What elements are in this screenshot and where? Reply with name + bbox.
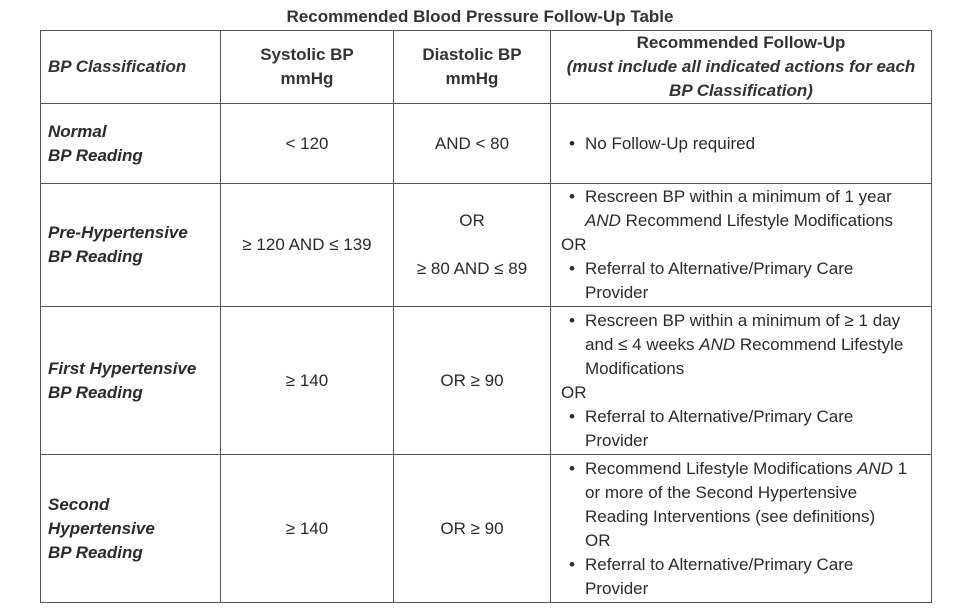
- header-systolic: Systolic BP mmHg: [220, 30, 394, 104]
- bullet-text: No Follow-Up required: [585, 133, 756, 153]
- and-emphasis: AND: [857, 458, 894, 478]
- bullet-text: Reading Interventions (see definitions): [585, 506, 876, 526]
- header-followup-line3: BP Classification): [669, 81, 813, 100]
- diastolic-cell: AND < 80: [393, 103, 551, 184]
- bullet-item: • Rescreen BP within a minimum of 1 year…: [559, 185, 927, 233]
- classification-cell: Pre-Hypertensive BP Reading: [40, 183, 221, 307]
- or-separator: OR: [561, 235, 587, 254]
- bullet-text: and ≤ 4 weeks: [585, 334, 700, 354]
- bullet-text: Referral to Alternative/Primary Care: [585, 406, 854, 426]
- table-row: Second Hypertensive BP Reading ≥ 140 OR …: [40, 454, 932, 603]
- classification-line: BP Reading: [48, 542, 143, 562]
- diastolic-cell: OR ≥ 80 AND ≤ 89: [393, 183, 551, 307]
- bullet-text: or more of the Second Hypertensive: [585, 482, 858, 502]
- bullet-item: • Referral to Alternative/Primary Care P…: [559, 257, 927, 305]
- bullet-text: 1: [893, 458, 908, 478]
- header-diastolic: Diastolic BP mmHg: [393, 30, 551, 104]
- bullet-item: • Referral to Alternative/Primary Care P…: [559, 405, 927, 453]
- table-row: Pre-Hypertensive BP Reading ≥ 120 AND ≤ …: [40, 183, 932, 307]
- classification-line: Second: [48, 494, 110, 514]
- classification-line: BP Reading: [48, 247, 143, 266]
- or-separator: OR: [561, 382, 587, 402]
- classification-line: Normal: [48, 121, 107, 141]
- table-row: First Hypertensive BP Reading ≥ 140 OR ≥…: [40, 306, 932, 455]
- classification-line: Pre-Hypertensive: [48, 223, 188, 242]
- or-separator: OR: [585, 530, 611, 550]
- bullet-icon: •: [569, 310, 575, 330]
- followup-cell: • Recommend Lifestyle Modifications AND …: [550, 454, 932, 603]
- diastolic-cell: OR ≥ 90: [393, 306, 551, 455]
- header-row: BP Classification Systolic BP mmHg Diast…: [40, 30, 932, 104]
- bullet-icon: •: [569, 259, 575, 278]
- header-followup: Recommended Follow-Up (must include all …: [550, 30, 932, 104]
- bullet-text: Rescreen BP within a minimum of ≥ 1 day: [585, 310, 901, 330]
- and-emphasis: AND: [585, 211, 621, 230]
- header-diastolic-line2: mmHg: [445, 69, 499, 88]
- header-followup-line1: Recommended Follow-Up: [636, 33, 846, 52]
- bullet-text: Modifications: [585, 358, 685, 378]
- header-systolic-line2: mmHg: [280, 69, 334, 88]
- table-title: Recommended Blood Pressure Follow-Up Tab…: [286, 7, 674, 26]
- classification-line: BP Reading: [48, 145, 143, 165]
- classification-cell: First Hypertensive BP Reading: [40, 306, 221, 455]
- bullet-item: • No Follow-Up required: [559, 132, 927, 156]
- bp-followup-table: BP Classification Systolic BP mmHg Diast…: [40, 30, 932, 603]
- diastolic-cell: OR ≥ 90: [393, 454, 551, 603]
- bullet-icon: •: [569, 554, 575, 574]
- header-followup-line2: (must include all indicated actions for …: [566, 57, 916, 76]
- bullet-item: • Referral to Alternative/Primary Care P…: [559, 553, 927, 601]
- bullet-text: Provider: [585, 578, 649, 598]
- systolic-cell: ≥ 140: [220, 306, 394, 455]
- systolic-cell: ≥ 120 AND ≤ 139: [220, 183, 394, 307]
- systolic-cell: < 120: [220, 103, 394, 184]
- header-classification: BP Classification: [40, 30, 221, 104]
- bullet-text: Recommend Lifestyle Modifications: [620, 211, 894, 230]
- followup-cell: • No Follow-Up required: [550, 103, 932, 184]
- classification-cell: Second Hypertensive BP Reading: [40, 454, 221, 603]
- systolic-cell: ≥ 140: [220, 454, 394, 603]
- classification-cell: Normal BP Reading: [40, 103, 221, 184]
- followup-cell: • Rescreen BP within a minimum of ≥ 1 da…: [550, 306, 932, 455]
- bullet-icon: •: [569, 406, 575, 426]
- bullet-icon: •: [569, 458, 575, 478]
- bullet-text: Recommend Lifestyle: [735, 334, 904, 354]
- bullet-text: Referral to Alternative/Primary Care: [585, 259, 854, 278]
- bullet-text: Rescreen BP within a minimum of 1 year: [585, 187, 892, 206]
- bullet-text: Provider: [585, 430, 649, 450]
- bullet-text: Recommend Lifestyle Modifications: [585, 458, 858, 478]
- and-emphasis: AND: [699, 334, 736, 354]
- table-row: Normal BP Reading < 120 AND < 80 • No Fo…: [40, 103, 932, 184]
- classification-line: BP Reading: [48, 382, 143, 402]
- bullet-icon: •: [569, 133, 575, 153]
- header-systolic-line1: Systolic BP: [260, 45, 354, 64]
- classification-line: Hypertensive: [48, 518, 155, 538]
- bullet-icon: •: [569, 187, 575, 206]
- bullet-item: • Recommend Lifestyle Modifications AND …: [559, 457, 927, 553]
- followup-cell: • Rescreen BP within a minimum of 1 year…: [550, 183, 932, 307]
- classification-line: First Hypertensive: [48, 358, 197, 378]
- header-diastolic-line1: Diastolic BP: [422, 45, 522, 64]
- bullet-text: Provider: [585, 283, 649, 302]
- diastolic-range: ≥ 80 AND ≤ 89: [416, 259, 528, 278]
- bullet-text: Referral to Alternative/Primary Care: [585, 554, 854, 574]
- diastolic-or: OR: [459, 211, 485, 230]
- bullet-item: • Rescreen BP within a minimum of ≥ 1 da…: [559, 309, 927, 381]
